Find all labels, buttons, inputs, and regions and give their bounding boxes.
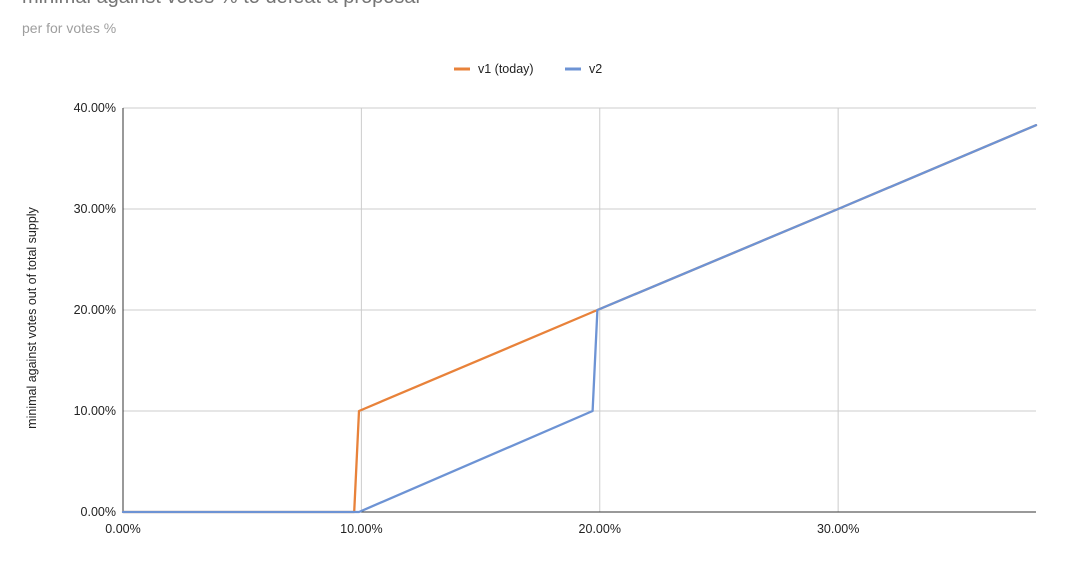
x-tick-label: 0.00% [105,522,140,536]
y-axis-label: minimal against votes out of total suppl… [25,206,39,428]
x-tick-label: 30.00% [817,522,859,536]
x-tick-label: 20.00% [579,522,621,536]
legend-label: v1 (today) [478,62,534,76]
y-tick-label: 30.00% [74,202,116,216]
series-lines [121,124,1038,514]
y-tick-label: 0.00% [81,505,116,519]
grid-lines [123,107,1036,512]
series-line-2 [121,124,1038,514]
x-tick-label: 10.00% [340,522,382,536]
y-tick-label: 40.00% [74,101,116,115]
chart-subtitle: per for votes % [22,20,117,36]
legend: v1 (today) v2 [454,62,602,76]
chart-title: minimal against votes % to defeat a prop… [22,0,420,9]
tick-labels: 0.00% 10.00% 20.00% 30.00% 40.00% 0.00% 10.00%… [74,101,860,536]
y-tick-label: 20.00% [74,303,116,317]
y-tick-label: 10.00% [74,404,116,418]
legend-label: v2 [589,62,602,76]
